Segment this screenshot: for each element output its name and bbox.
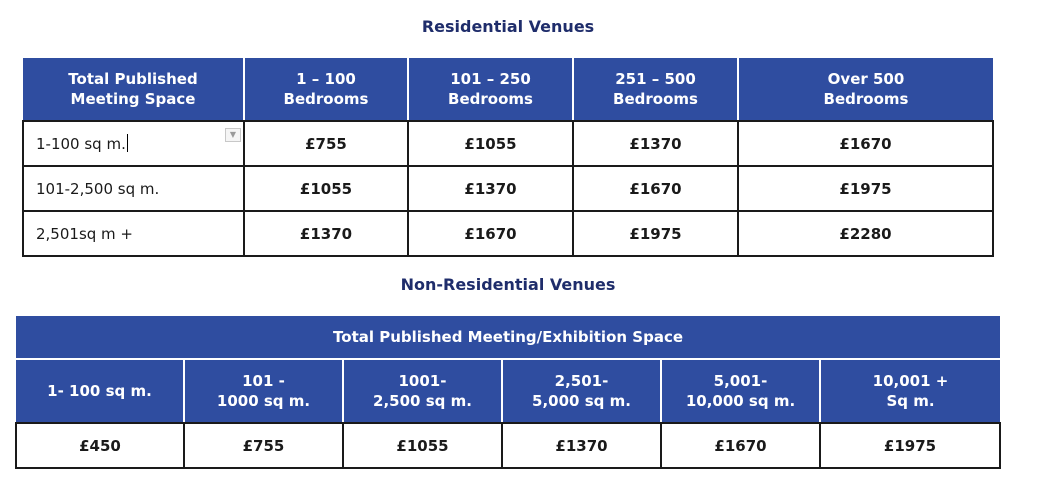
table-row: 1-100 sq m. ▼ £755 £1055 £1370 £1670: [22, 120, 994, 167]
residential-venues-table: Total Published Meeting Space 1 – 100 Bedr…: [22, 58, 994, 257]
price-cell: £1975: [572, 210, 739, 257]
price-cell: £1055: [407, 120, 574, 167]
price-cell: £1670: [660, 422, 821, 469]
price-cell: £2280: [737, 210, 994, 257]
residential-header-101-250-bedrooms: 101 – 250 Bedrooms: [408, 58, 574, 122]
residential-header-1-100-bedrooms: 1 – 100 Bedrooms: [244, 58, 409, 122]
row-label-cell[interactable]: 1-100 sq m. ▼: [22, 120, 245, 167]
header-10001-plus-sqm: 10,001 + Sq m.: [820, 359, 1001, 424]
header-1-100-sqm: 1- 100 sq m.: [16, 359, 185, 424]
non-residential-venues-table: Total Published Meeting/Exhibition Space…: [15, 316, 1002, 469]
header-2501-5000-sqm: 2,501- 5,000 sq m.: [502, 359, 662, 424]
price-cell: £1670: [407, 210, 574, 257]
price-cell: £1370: [572, 120, 739, 167]
price-cell: £1975: [818, 422, 1002, 469]
price-cell: £1370: [501, 422, 662, 469]
price-cell: £1055: [342, 422, 503, 469]
non-residential-header-row: 1- 100 sq m. 101 -1000 sq m. 1001- 2,500 …: [16, 359, 1001, 424]
meeting-exhibition-space-header: Total Published Meeting/Exhibition Space: [16, 316, 1001, 360]
row-label: 1-100 sq m.: [36, 135, 126, 153]
header-1001-2500-sqm: 1001- 2,500 sq m.: [343, 359, 503, 424]
price-cell: £755: [183, 422, 344, 469]
price-cell: £1975: [737, 165, 994, 212]
table-row: 2,501sq m + £1370 £1670 £1975 £2280: [22, 210, 994, 257]
text-cursor: [126, 134, 128, 152]
row-label: 2,501sq m +: [22, 210, 245, 257]
price-cell: £755: [243, 120, 409, 167]
price-cell: £1670: [737, 120, 994, 167]
non-residential-span-header-row: Total Published Meeting/Exhibition Space: [16, 316, 1001, 360]
non-residential-venues-title: Non-Residential Venues: [400, 275, 616, 294]
header-101-1000-sqm: 101 -1000 sq m.: [184, 359, 344, 424]
row-label: 101-2,500 sq m.: [22, 165, 245, 212]
header-5001-10000-sqm: 5,001- 10,000 sq m.: [661, 359, 821, 424]
residential-header-meeting-space: Total Published Meeting Space: [23, 58, 245, 122]
dropdown-arrow-icon[interactable]: ▼: [225, 128, 241, 142]
residential-venues-title: Residential Venues: [421, 17, 595, 36]
price-cell: £1370: [243, 210, 409, 257]
residential-header-over-500-bedrooms: Over 500 Bedrooms: [738, 58, 993, 122]
price-cell: £450: [15, 422, 185, 469]
table-row: 101-2,500 sq m. £1055 £1370 £1670 £1975: [22, 165, 994, 212]
price-cell: £1055: [243, 165, 409, 212]
residential-header-row: Total Published Meeting Space 1 – 100 Bedr…: [23, 58, 993, 122]
table-row: £450 £755 £1055 £1370 £1670 £1975: [15, 422, 1002, 469]
price-cell: £1670: [572, 165, 739, 212]
residential-header-251-500-bedrooms: 251 – 500 Bedrooms: [573, 58, 739, 122]
price-cell: £1370: [407, 165, 574, 212]
